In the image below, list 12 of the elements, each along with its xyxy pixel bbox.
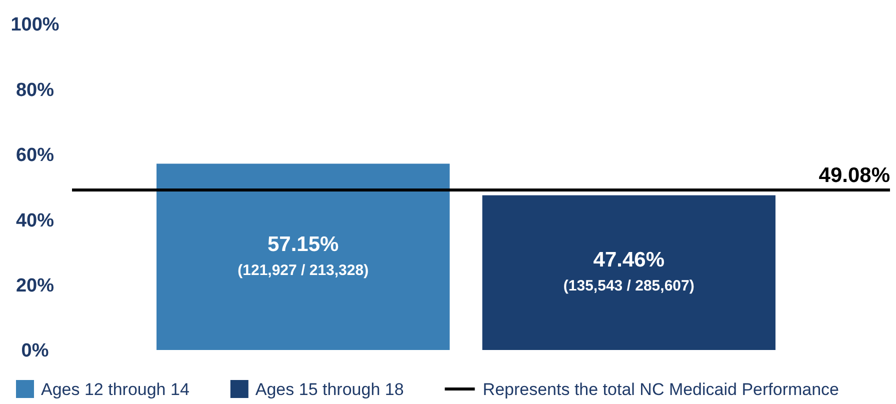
legend-label: Ages 12 through 14: [41, 380, 190, 399]
legend-label: Represents the total NC Medicaid Performance: [482, 380, 840, 399]
y-tick-label: 100%: [10, 14, 60, 36]
data-label: 47.46% (135,543 / 285,607): [563, 248, 694, 295]
annotation: 49.08%: [818, 164, 890, 187]
data-label: 57.15% (121,927 / 213,328): [238, 232, 369, 279]
y-tick-label: 40%: [16, 210, 54, 232]
y-tick-label: 20%: [16, 275, 54, 296]
legend-label: Ages 15 through 18: [255, 380, 404, 399]
y-tick-label: 80%: [16, 80, 54, 101]
y-tick-label: 60%: [16, 145, 54, 166]
y-tick-label: 0%: [21, 340, 49, 362]
